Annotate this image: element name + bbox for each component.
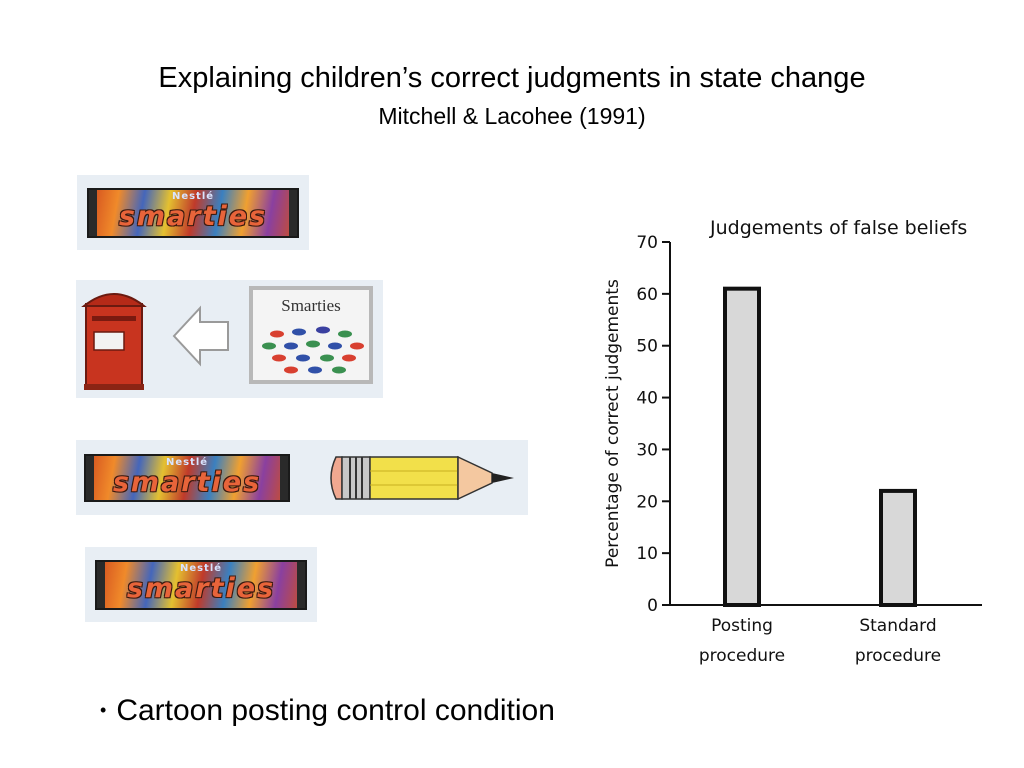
arrow-left-icon xyxy=(172,305,229,367)
y-tick-label: 10 xyxy=(636,544,658,564)
bar xyxy=(879,488,917,607)
bullet-item: • Cartoon posting control condition xyxy=(100,690,555,731)
pack-brand-big: smarties xyxy=(126,573,276,604)
pack-brand-small: Nestlé xyxy=(165,457,209,468)
y-tick-label: 70 xyxy=(636,233,658,253)
pack-brand-small: Nestlé xyxy=(179,563,223,574)
pack-brand-big: smarties xyxy=(118,201,268,232)
smarties-and-pencil-image: Nestlé smarties xyxy=(76,440,528,515)
y-tick-label: 50 xyxy=(636,337,658,357)
y-tick-label: 0 xyxy=(647,596,658,616)
pack-brand-big: smarties xyxy=(112,467,262,498)
y-tick-label: 60 xyxy=(636,285,658,305)
pack-brand-small: Nestlé xyxy=(171,191,215,202)
posting-illustration: Smarties xyxy=(76,280,383,398)
y-tick-label: 40 xyxy=(636,389,658,409)
postbox-icon xyxy=(81,293,147,390)
bullet-marker: • xyxy=(100,700,107,720)
smarties-tube-2: Nestlé smarties xyxy=(84,454,290,502)
smarties-box-icon: Smarties xyxy=(249,286,373,384)
smarties-tube-1: Nestlé smarties xyxy=(87,188,299,238)
y-tick-label: 20 xyxy=(636,492,658,512)
x-tick-label: Standard xyxy=(859,616,936,636)
x-tick-label: procedure xyxy=(855,646,941,666)
x-tick-label: procedure xyxy=(699,646,785,666)
y-tick-label: 30 xyxy=(636,440,658,460)
slide-title: Explaining children’s correct judgments … xyxy=(158,62,866,94)
y-axis-label: Percentage of correct judgements xyxy=(603,279,623,568)
smarties-pack-image-3: Nestlé smarties xyxy=(85,547,317,622)
chart-title: Judgements of false beliefs xyxy=(709,217,967,239)
bullet-text: Cartoon posting control condition xyxy=(116,694,555,727)
slide-subtitle: Mitchell & Lacohee (1991) xyxy=(378,103,646,129)
bar xyxy=(723,286,761,608)
smarties-pack-image-1: Nestlé smarties xyxy=(77,175,309,250)
smarties-tube-3: Nestlé smarties xyxy=(95,560,307,610)
x-tick-label: Posting xyxy=(711,616,773,636)
pencil-icon xyxy=(330,455,514,501)
box-label: Smarties xyxy=(281,296,341,315)
bar-chart: Judgements of false beliefs Percentage of… xyxy=(603,217,982,666)
